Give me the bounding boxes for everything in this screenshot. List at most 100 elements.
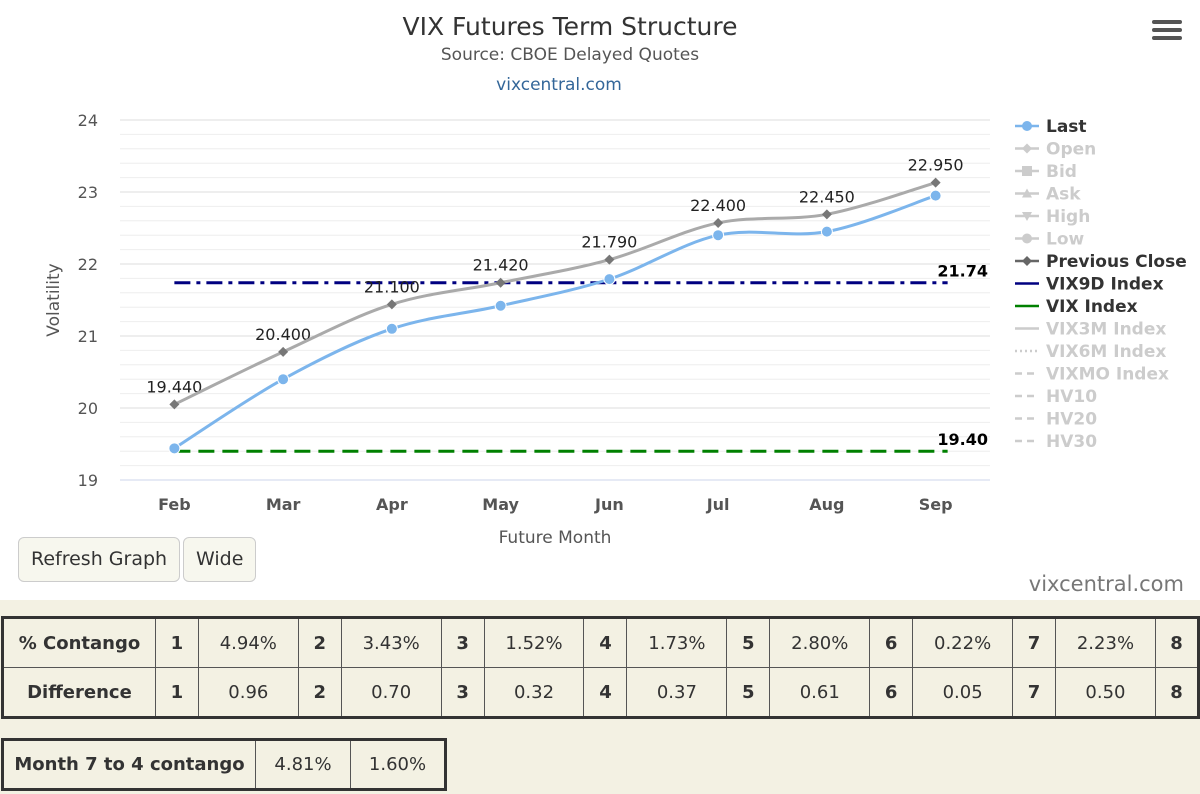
row-label: Month 7 to 4 contango <box>2 739 256 790</box>
data-point <box>821 209 832 220</box>
difference-value: 0.70 <box>340 667 442 718</box>
data-point <box>278 346 289 357</box>
data-point <box>277 373 290 386</box>
chart-title: VIX Futures Term Structure <box>403 12 738 41</box>
legend-marker <box>1022 212 1032 221</box>
difference-row: Difference 1 0.96 2 0.70 3 0.32 4 0.37 5… <box>2 667 1200 718</box>
data-point <box>713 217 724 228</box>
row-label: Difference <box>2 667 156 718</box>
y-axis-title: Volatility <box>44 263 64 336</box>
legend-marker <box>1022 233 1032 244</box>
x-tick-label: Feb <box>158 495 191 514</box>
legend-item[interactable]: HV20 <box>1046 410 1097 430</box>
chart-subtitle: Source: CBOE Delayed Quotes <box>441 45 699 65</box>
legend-item[interactable]: Previous Close <box>1046 252 1187 272</box>
legend-item[interactable]: Bid <box>1046 162 1077 182</box>
difference-value: 0.05 <box>912 667 1014 718</box>
legend-item[interactable]: VIX9D Index <box>1046 275 1164 295</box>
month-number: 3 <box>440 617 485 668</box>
difference-value: 0.32 <box>483 667 585 718</box>
month-number: 6 <box>869 667 914 718</box>
x-axis-title: Future Month <box>499 528 612 548</box>
y-tick-label: 21 <box>78 327 98 346</box>
month-number: 8 <box>1154 617 1200 668</box>
chart-container: VIX Futures Term Structure Source: CBOE D… <box>18 12 1187 596</box>
x-tick-label: Aug <box>809 495 844 514</box>
refresh-graph-button[interactable]: Refresh Graph <box>18 537 181 582</box>
data-point <box>712 229 725 242</box>
data-label: 20.400 <box>255 325 311 344</box>
x-tick-label: Mar <box>266 495 301 514</box>
month7-row: Month 7 to 4 contango 4.81% 1.60% <box>2 739 446 790</box>
x-tick-label: May <box>482 495 519 514</box>
watermark: vixcentral.com <box>1028 572 1184 596</box>
month-number: 2 <box>297 667 342 718</box>
data-label: 19.440 <box>146 377 202 396</box>
y-tick-label: 24 <box>78 111 98 130</box>
data-point <box>494 299 507 312</box>
data-point <box>495 277 506 288</box>
contango-value: 1.52% <box>483 617 585 668</box>
data-point <box>385 322 398 335</box>
chart-menu-icon[interactable] <box>1152 20 1182 44</box>
tables-area: % Contango 1 4.94% 2 3.43% 3 1.52% 4 1.7… <box>0 600 1200 794</box>
month-number: 8 <box>1154 667 1200 718</box>
difference-value: 0.50 <box>1055 667 1156 718</box>
data-label: 22.400 <box>690 196 746 215</box>
data-point <box>930 177 941 188</box>
contango-table: % Contango 1 4.94% 2 3.43% 3 1.52% 4 1.7… <box>1 616 1200 719</box>
legend-item[interactable]: HV30 <box>1046 432 1097 452</box>
legend-marker <box>1022 143 1032 154</box>
legend-item[interactable]: Ask <box>1046 185 1081 205</box>
month-number: 4 <box>583 617 628 668</box>
data-point <box>603 273 616 286</box>
data-label: 21.790 <box>581 233 637 252</box>
legend-item[interactable]: Low <box>1046 230 1085 250</box>
legend-marker <box>1022 121 1032 131</box>
contango-value: 1.73% <box>626 617 728 668</box>
y-tick-label: 22 <box>78 255 98 274</box>
month-number: 5 <box>726 617 771 668</box>
legend-item[interactable]: High <box>1046 207 1090 227</box>
month-number: 3 <box>440 667 485 718</box>
reference-value-label: 21.74 <box>937 262 988 281</box>
legend-item[interactable]: VIX3M Index <box>1046 320 1166 340</box>
legend-item[interactable]: Last <box>1046 117 1087 137</box>
y-tick-label: 19 <box>78 471 98 490</box>
wide-button[interactable]: Wide <box>183 537 257 582</box>
contango-value: 2.23% <box>1055 617 1156 668</box>
data-label: 22.950 <box>908 156 964 175</box>
y-tick-label: 23 <box>78 183 98 202</box>
legend-item[interactable]: Open <box>1046 140 1096 160</box>
reference-value-label: 19.40 <box>937 430 988 449</box>
legend-item[interactable]: HV10 <box>1046 387 1097 407</box>
month-number: 2 <box>297 617 342 668</box>
contango-value: 3.43% <box>340 617 442 668</box>
legend-item[interactable]: VIX6M Index <box>1046 342 1166 362</box>
month-number: 6 <box>869 617 914 668</box>
data-point <box>168 442 181 455</box>
month-number: 1 <box>154 667 199 718</box>
legend-item[interactable]: VIX Index <box>1046 297 1138 317</box>
x-tick-label: Jul <box>706 495 730 514</box>
row-label: % Contango <box>2 617 156 668</box>
month-number: 4 <box>583 667 628 718</box>
contango-value: 2.80% <box>769 617 871 668</box>
data-label: 22.450 <box>799 187 855 206</box>
x-tick-label: Jun <box>594 495 624 514</box>
month7-value: 4.81% <box>255 739 351 790</box>
difference-value: 0.96 <box>197 667 299 718</box>
contango-value: 4.94% <box>197 617 299 668</box>
data-point <box>386 299 397 310</box>
credit-link[interactable]: vixcentral.com <box>496 75 622 95</box>
legend-marker <box>1022 166 1032 176</box>
legend-item[interactable]: VIXMO Index <box>1046 365 1169 385</box>
legend-marker <box>1022 188 1032 198</box>
x-tick-label: Sep <box>919 495 953 514</box>
data-label: 21.100 <box>364 277 420 296</box>
difference-value: 0.61 <box>769 667 871 718</box>
contango-row: % Contango 1 4.94% 2 3.43% 3 1.52% 4 1.7… <box>2 617 1200 668</box>
series-line <box>173 181 937 406</box>
data-point <box>604 254 615 265</box>
difference-value: 0.37 <box>626 667 728 718</box>
